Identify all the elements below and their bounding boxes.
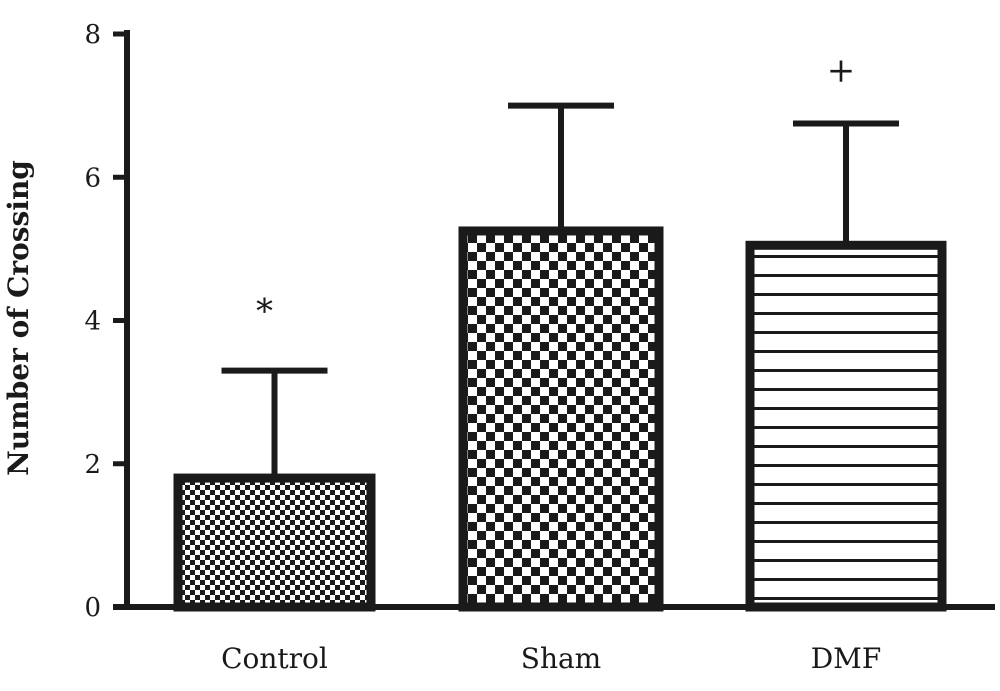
category-label-dmf: DMF (811, 642, 882, 675)
y-tick-label: 2 (84, 450, 101, 480)
y-tick-label: 6 (84, 163, 101, 193)
bar-sham (458, 226, 664, 612)
y-axis-ticks: 0 2 4 6 8 (84, 20, 127, 623)
y-tick-label: 4 (84, 307, 101, 337)
annotation-dmf: + (827, 51, 856, 91)
category-label-sham: Sham (521, 642, 601, 675)
y-axis-title: Number of Crossing (2, 160, 35, 476)
error-bars-group (221, 102, 899, 479)
y-tick-label: 0 (84, 593, 101, 623)
bar-control (173, 473, 376, 612)
category-label-control: Control (221, 642, 328, 675)
annotations-group: *+ (256, 51, 855, 332)
annotation-control: * (256, 292, 273, 332)
category-labels: Control Sham DMF (221, 642, 881, 675)
y-tick-label: 8 (84, 20, 101, 50)
bars-group (173, 226, 947, 612)
bar-dmf (745, 240, 947, 612)
